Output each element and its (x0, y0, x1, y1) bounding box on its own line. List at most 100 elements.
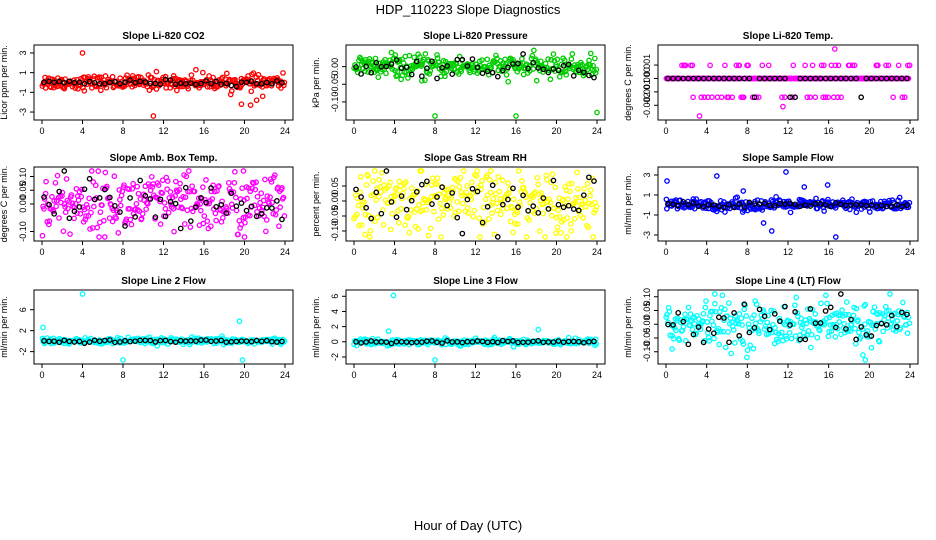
reference-point (716, 314, 722, 321)
x-tick-label: 4 (80, 370, 85, 380)
reference-point (545, 339, 552, 345)
reference-point (41, 194, 47, 200)
reference-point (787, 94, 793, 101)
reference-point (418, 339, 425, 345)
y-axis-label: ml/min per min. (311, 296, 321, 358)
outlier-point (390, 292, 397, 299)
data-point (375, 193, 382, 200)
reference-point (670, 322, 676, 328)
data-point (100, 217, 107, 224)
reference-point (263, 204, 270, 211)
data-point (387, 226, 394, 233)
x-tick-label: 16 (511, 370, 521, 380)
y-axis-label: ml/min per min. (623, 296, 633, 358)
reference-point (575, 338, 582, 345)
reference-point (570, 206, 577, 212)
data-point (680, 323, 687, 330)
x-tick-label: 8 (432, 247, 437, 257)
panel-8: Slope Line 3 Flow ml/min per min. 0 4 8 12 16 2… (311, 276, 606, 380)
reference-point (373, 189, 380, 196)
reference-point (469, 56, 476, 62)
data-point (895, 62, 902, 69)
reference-point (152, 214, 159, 220)
reference-point (570, 338, 577, 345)
data-point (366, 234, 373, 240)
reference-point (690, 331, 697, 338)
reference-point (883, 321, 890, 328)
reference-point (424, 65, 430, 72)
reference-point (157, 196, 164, 203)
reference-point (848, 316, 854, 323)
data-point (666, 308, 673, 315)
data-point (73, 185, 80, 192)
y-axis-label: percent per min. (311, 171, 321, 236)
data-point (689, 62, 696, 69)
outlier-point (669, 346, 675, 352)
data-point (419, 61, 425, 68)
reference-point (893, 323, 900, 330)
outlier-point (664, 178, 670, 184)
data-point (712, 300, 718, 307)
reference-point (586, 174, 592, 181)
data-point (88, 209, 94, 216)
reference-point (853, 202, 859, 208)
outlier-point (394, 72, 401, 79)
outlier-point (711, 291, 718, 297)
data-point (170, 205, 177, 212)
reference-point (96, 80, 103, 87)
reference-point (71, 79, 78, 86)
reference-point (66, 78, 73, 85)
reference-point (756, 306, 763, 313)
data-point (464, 183, 470, 189)
y-tick-label: -0.05 (330, 74, 340, 95)
x-tick-label: 0 (39, 126, 44, 136)
y-tick-label: 0.000 (642, 67, 652, 90)
reference-point (812, 200, 819, 207)
reference-point (705, 202, 712, 208)
x-tick-label: 20 (551, 370, 561, 380)
data-point (231, 179, 238, 186)
reference-point (223, 210, 230, 217)
data-point (550, 51, 557, 57)
data-point (793, 294, 800, 301)
data-point (358, 222, 365, 228)
data-point (252, 186, 259, 193)
reference-point (827, 203, 834, 210)
reference-point (873, 75, 880, 82)
data-point (843, 299, 850, 305)
data-point (739, 322, 745, 328)
reference-point (187, 218, 194, 225)
reference-point (510, 338, 516, 344)
data-point (97, 87, 104, 94)
data-point (783, 333, 789, 340)
data-point (519, 178, 525, 184)
reference-point (162, 76, 169, 83)
x-tick-label: 20 (239, 126, 249, 136)
data-point (396, 57, 403, 63)
reference-point (540, 66, 547, 73)
data-point (899, 94, 906, 101)
reference-point (832, 324, 839, 331)
data-point (885, 62, 892, 69)
reference-point (899, 75, 905, 82)
reference-point (167, 338, 174, 345)
reference-point (61, 79, 68, 86)
reference-point (535, 337, 542, 344)
reference-point (213, 203, 219, 210)
data-point (262, 228, 269, 235)
reference-point (560, 339, 567, 346)
y-tick-label: -3 (18, 108, 28, 116)
data-point (568, 228, 575, 234)
outlier-point (740, 188, 747, 194)
reference-point (393, 214, 400, 220)
reference-point (403, 206, 410, 213)
data-point (454, 199, 461, 205)
data-point (860, 352, 866, 358)
reference-point (550, 177, 557, 184)
reference-point (218, 201, 225, 208)
data-point (200, 184, 206, 190)
reference-point (721, 204, 727, 211)
data-point (581, 185, 588, 192)
data-point (109, 73, 116, 80)
reference-point (761, 313, 768, 320)
